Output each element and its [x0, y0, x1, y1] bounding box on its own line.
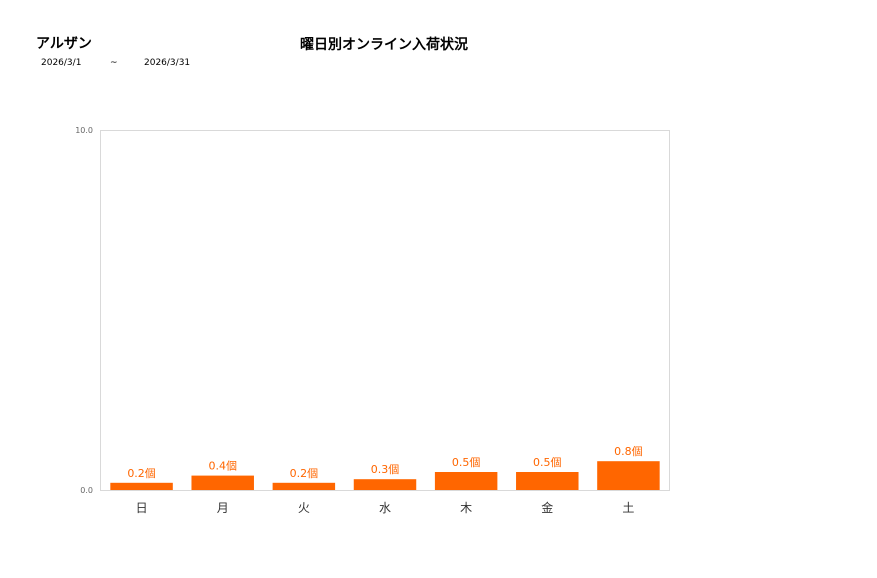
- data-label: 0.2個: [290, 467, 319, 480]
- date-separator: ~: [110, 58, 118, 68]
- y-tick-label: 0.0: [80, 486, 93, 495]
- bar: [597, 461, 660, 490]
- date-from: 2026/3/1: [41, 58, 82, 68]
- category-label: 日: [136, 501, 148, 515]
- data-label: 0.2個: [127, 467, 156, 480]
- category-label: 金: [541, 500, 553, 515]
- date-to: 2026/3/31: [144, 58, 191, 68]
- data-label: 0.3個: [371, 463, 400, 476]
- y-tick-label: 10.0: [75, 126, 93, 135]
- data-label: 0.5個: [533, 456, 562, 469]
- data-label: 0.8個: [614, 445, 643, 458]
- bar: [353, 479, 417, 490]
- category-label: 土: [622, 501, 634, 515]
- category-label: 水: [379, 501, 391, 515]
- bars: [110, 461, 660, 490]
- category-label: 火: [298, 501, 310, 515]
- store-name: アルザン: [36, 36, 92, 52]
- bar: [516, 472, 579, 490]
- bar: [110, 482, 173, 490]
- category-label: 木: [460, 501, 472, 515]
- data-label: 0.5個: [452, 456, 481, 469]
- bar: [272, 482, 336, 490]
- data-label: 0.4個: [208, 460, 237, 473]
- plot-area: [100, 130, 670, 491]
- y-axis-ticks: 0.0 10.0: [75, 126, 93, 495]
- category-labels: 日月火水木金土: [136, 500, 635, 515]
- data-labels: 0.2個 0.4個 0.2個 0.3個 0.5個 0.5個 0.8個: [127, 445, 642, 480]
- bar: [434, 472, 498, 490]
- category-label: 月: [217, 501, 229, 515]
- bar: [191, 475, 254, 490]
- chart-title: 曜日別オンライン入荷状況: [300, 37, 468, 53]
